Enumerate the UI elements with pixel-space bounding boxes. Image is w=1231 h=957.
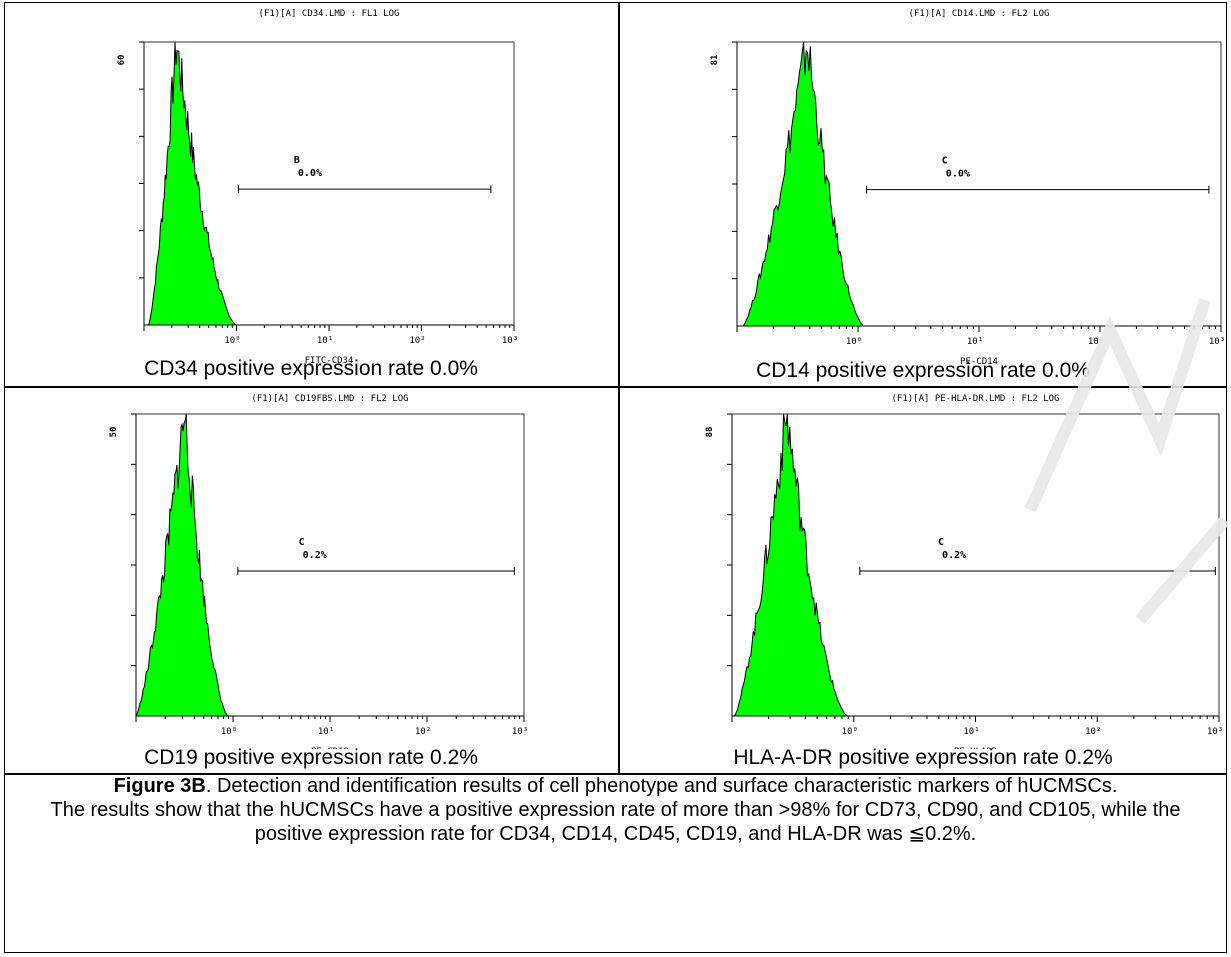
- grid-divider-vertical: [618, 2, 620, 774]
- x-tick-label: 10³: [1209, 337, 1225, 347]
- gate-label: C: [938, 537, 944, 548]
- histogram-cd19: (F1)[A] CD19FBS.LMD : FL2 LOG 50 10⁰ 10¹ 10²…: [109, 394, 528, 757]
- x-tick-label: 10²: [415, 727, 431, 737]
- histogram-fill: [742, 41, 864, 327]
- y-max-label: 88: [705, 427, 715, 438]
- x-tick-label: 10⁰: [846, 337, 862, 347]
- gate-percent: 0.0%: [946, 169, 970, 180]
- plot-title: (F1)[A] CD19FBS.LMD : FL2 LOG: [251, 394, 408, 404]
- x-tick-label: 10⁰: [842, 727, 858, 737]
- plot-title: (F1)[A] CD14.LMD : FL2 LOG: [909, 9, 1050, 19]
- figure-caption-line2: The results show that the hUCMSCs have a…: [50, 799, 1181, 845]
- gate-label: B: [294, 155, 300, 166]
- gate-label: C: [299, 537, 305, 548]
- x-tick-label: 10³: [512, 727, 528, 737]
- panel-caption: CD19 positive expression rate 0.2%: [144, 746, 478, 769]
- grid-divider-horizontal: [4, 386, 1227, 388]
- x-tick-label: 10²: [1085, 727, 1101, 737]
- x-axis-label: FITC-CD34: [305, 356, 354, 364]
- x-tick-label: 10¹: [963, 727, 979, 737]
- plot-title: (F1)[A] CD34.LMD : FL1 LOG: [259, 9, 400, 19]
- panel-caption: CD14 positive expression rate 0.0%: [756, 359, 1090, 382]
- x-tick-label: 10³: [1207, 727, 1223, 737]
- plot-title: (F1)[A] PE-HLA-DR.LMD : FL2 LOG: [892, 394, 1060, 404]
- x-tick-label: 10²: [409, 336, 425, 346]
- x-tick-label: 10³: [502, 336, 518, 346]
- histogram-cd34: (F1)[A] CD34.LMD : FL1 LOG 60 10⁰ 10¹ 10² 10³…: [117, 9, 518, 366]
- figure-caption-line1: . Detection and identification results o…: [205, 775, 1118, 797]
- gate-label: C: [942, 156, 948, 167]
- panel-cd19: (F1)[A] CD19FBS.LMD : FL2 LOG 50 10⁰ 10¹ 10²…: [4, 387, 618, 773]
- histogram-cd14: (F1)[A] CD14.LMD : FL2 LOG 81 10⁰ 10¹ 10² 10³…: [710, 9, 1225, 367]
- panel-caption: CD34 positive expression rate 0.0%: [144, 357, 478, 380]
- y-max-label: 50: [109, 427, 119, 438]
- y-max-label: 81: [710, 55, 720, 66]
- panel-cd34: (F1)[A] CD34.LMD : FL1 LOG 60 10⁰ 10¹ 10² 10³…: [4, 2, 618, 386]
- panel-hladr: (F1)[A] PE-HLA-DR.LMD : FL2 LOG 88 10⁰ 10¹ 1…: [619, 387, 1227, 773]
- x-tick-label: 10¹: [317, 336, 333, 346]
- gate-percent: 0.2%: [942, 550, 966, 561]
- panel-caption: HLA-A-DR positive expression rate 0.2%: [733, 746, 1113, 769]
- caption-divider: [4, 773, 1227, 775]
- x-tick-label: 10⁰: [224, 336, 240, 346]
- figure-caption: Figure 3B. Detection and identification …: [4, 774, 1227, 846]
- histogram-hladr: (F1)[A] PE-HLA-DR.LMD : FL2 LOG 88 10⁰ 10¹ 1…: [705, 394, 1223, 757]
- histogram-fill: [147, 41, 237, 326]
- histogram-fill: [733, 413, 848, 717]
- x-axis-label: PE-CD14: [960, 357, 998, 364]
- x-tick-label: 10¹: [967, 337, 983, 347]
- x-tick-label: 10²: [1088, 337, 1104, 347]
- figure-frame: [4, 2, 1227, 953]
- x-tick-label: 10¹: [318, 727, 334, 737]
- y-max-label: 60: [117, 55, 127, 66]
- gate-percent: 0.2%: [303, 550, 327, 561]
- x-tick-label: 10⁰: [221, 727, 237, 737]
- gate-percent: 0.0%: [298, 168, 322, 179]
- histogram-fill: [135, 413, 229, 717]
- panel-cd14: (F1)[A] CD14.LMD : FL2 LOG 81 10⁰ 10¹ 10² 10³…: [619, 2, 1227, 386]
- figure-label: Figure 3B: [113, 775, 206, 797]
